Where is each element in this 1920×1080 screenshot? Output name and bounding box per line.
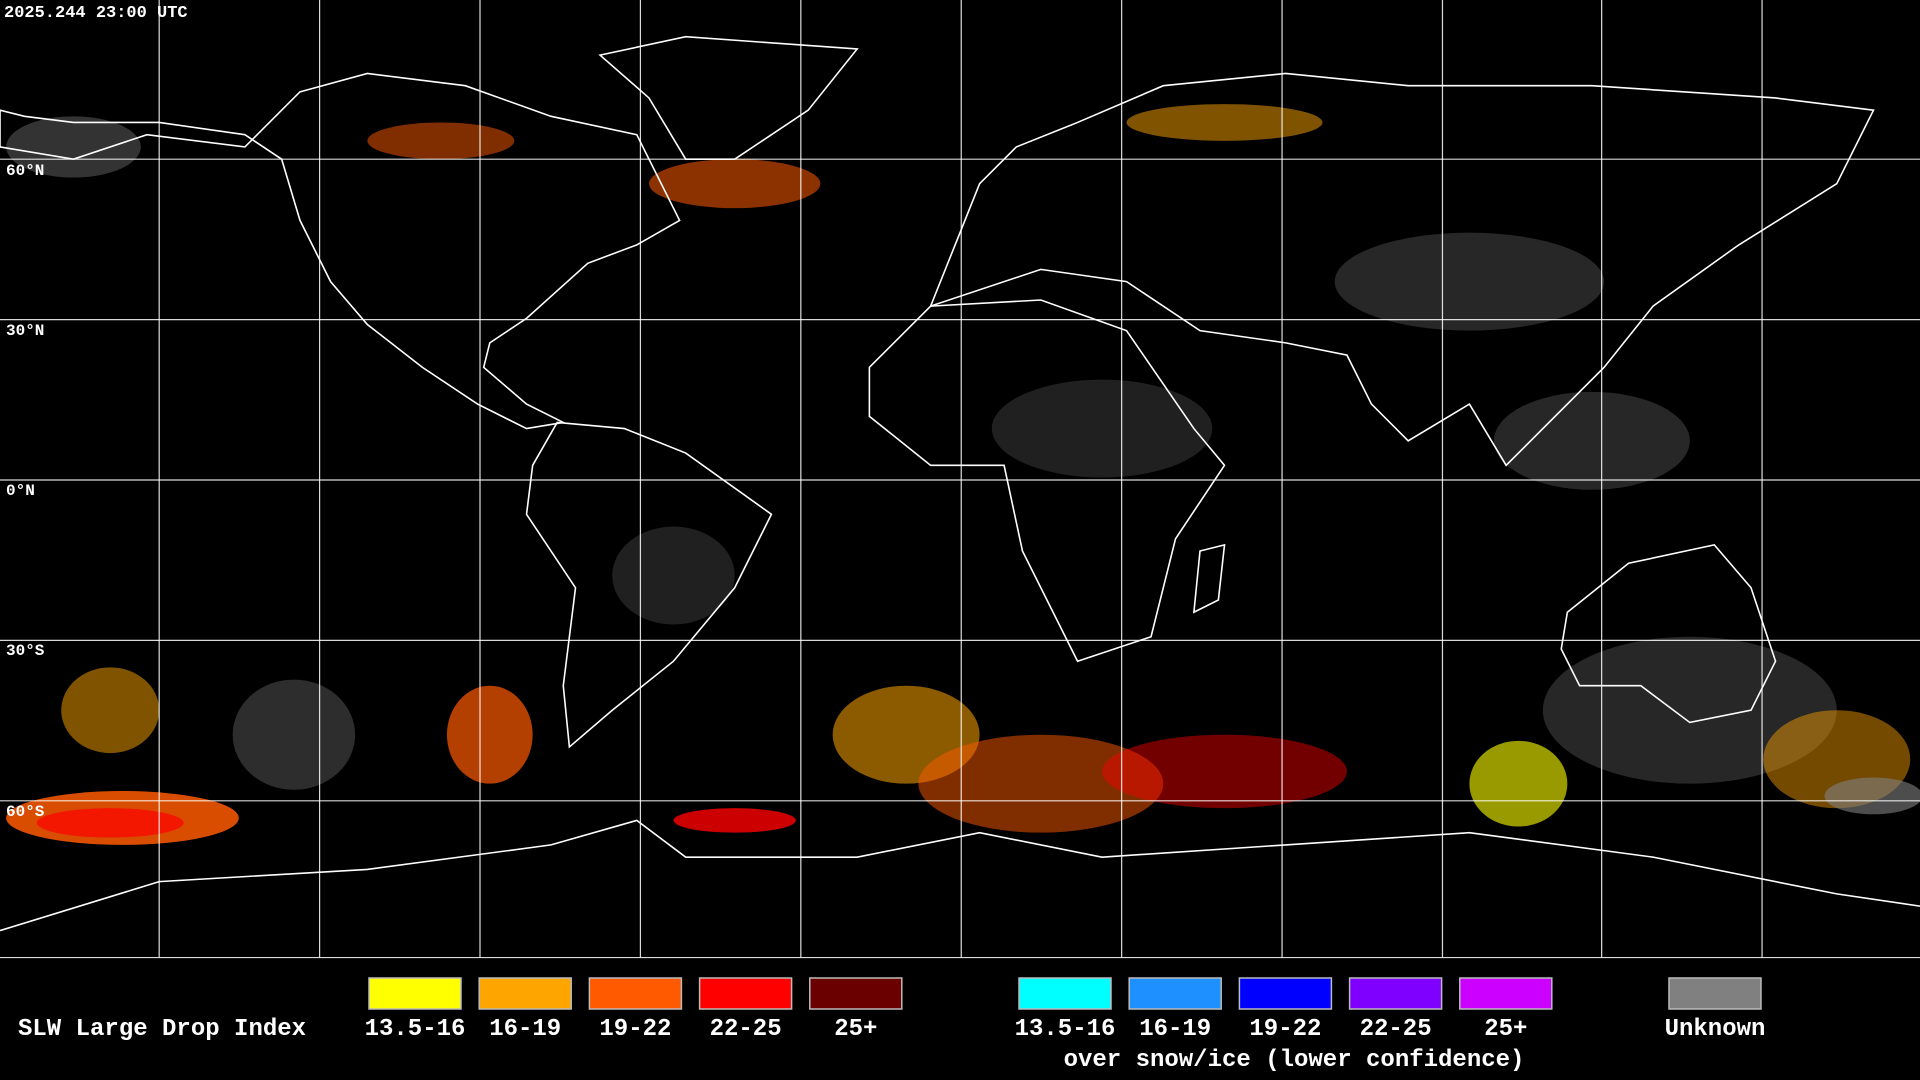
legend-label: 16-19 bbox=[1139, 1016, 1211, 1043]
legend-label: 19-22 bbox=[1249, 1016, 1321, 1043]
legend-swatch bbox=[1348, 977, 1443, 1010]
legend-swatch bbox=[1668, 977, 1762, 1010]
graticule bbox=[0, 0, 1920, 959]
latitude-label: 60°S bbox=[6, 803, 45, 821]
latitude-label: 30°N bbox=[6, 322, 44, 340]
legend-swatch bbox=[698, 977, 793, 1010]
latitude-labels: 60°N 30°N 0°N 30°S 60°S bbox=[6, 162, 45, 821]
legend-label: 16-19 bbox=[489, 1016, 561, 1043]
legend-swatch bbox=[809, 977, 903, 1010]
legend-label: 22-25 bbox=[710, 1016, 782, 1043]
legend-label: 22-25 bbox=[1360, 1016, 1432, 1043]
legend-label: 25+ bbox=[834, 1016, 877, 1043]
legend-caption: over snow/ice (lower confidence) bbox=[1064, 1047, 1525, 1074]
legend-label: 19-22 bbox=[599, 1016, 671, 1043]
legend-label: 13.5-16 bbox=[1015, 1016, 1116, 1043]
legend-swatch bbox=[1459, 977, 1553, 1010]
legend-swatch bbox=[1238, 977, 1333, 1010]
legend-label: Unknown bbox=[1665, 1016, 1766, 1043]
legend-swatch bbox=[368, 977, 462, 1010]
timestamp: 2025.244 23:00 UTC bbox=[4, 4, 188, 23]
legend-title: SLW Large Drop Index bbox=[18, 1016, 306, 1043]
legend-swatch bbox=[588, 977, 683, 1010]
latitude-label: 30°S bbox=[6, 642, 45, 660]
map bbox=[0, 0, 1920, 959]
legend-swatch bbox=[1018, 977, 1112, 1010]
legend: 13.5-16 16-19 19-22 22-25 25+ 13.5-16 16-19 19-… bbox=[365, 977, 1766, 1074]
legend-swatch bbox=[1128, 977, 1222, 1010]
latitude-label: 0°N bbox=[6, 482, 35, 500]
latitude-label: 60°N bbox=[6, 162, 44, 180]
legend-label: 25+ bbox=[1484, 1016, 1527, 1043]
data-patches bbox=[6, 104, 1920, 845]
coastlines bbox=[0, 35, 1920, 932]
legend-swatch bbox=[478, 977, 572, 1010]
legend-label: 13.5-16 bbox=[365, 1016, 466, 1043]
